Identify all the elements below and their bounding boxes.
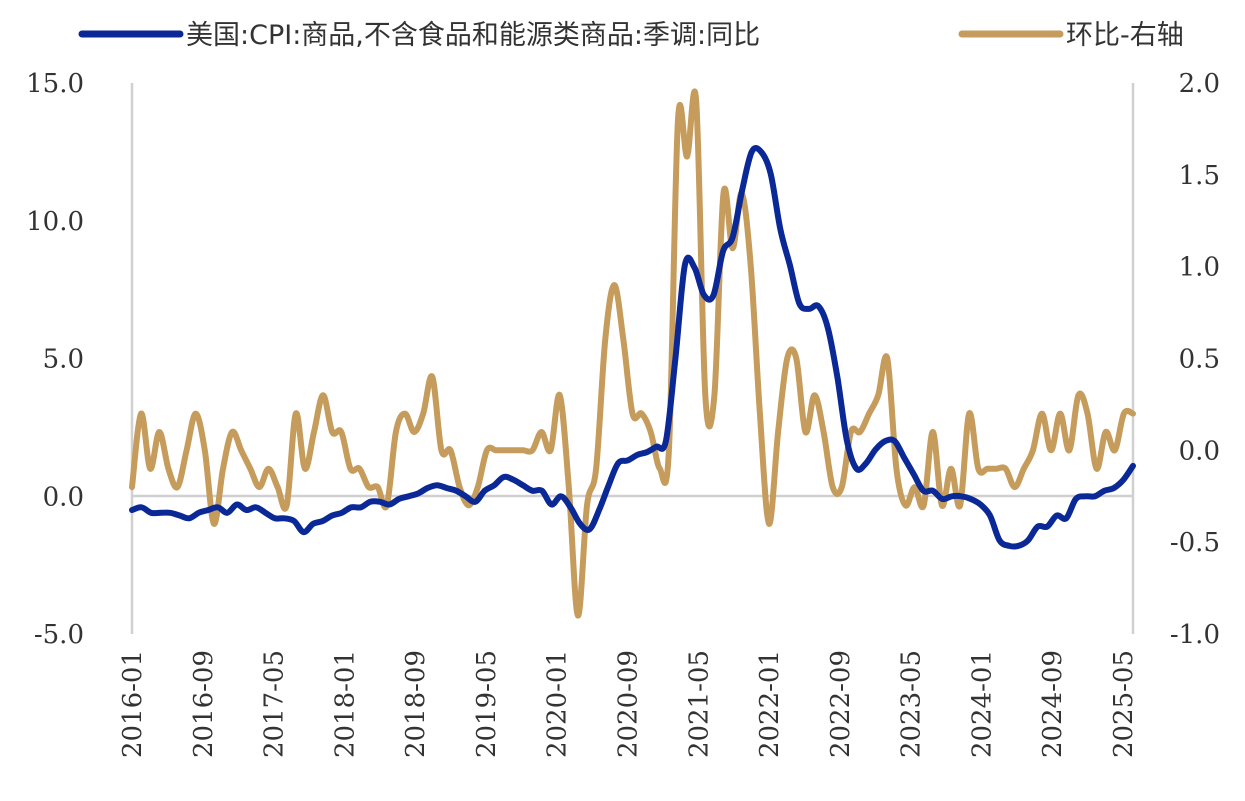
- x-tick-label: 2020-01: [543, 650, 573, 758]
- legend-label-mom: 环比-右轴: [1066, 20, 1184, 51]
- left-tick-label: 0.0: [43, 482, 84, 512]
- right-tick-label: 1.5: [1179, 161, 1220, 191]
- x-tick-label: 2018-01: [330, 650, 360, 758]
- x-tick-label: 2019-05: [472, 650, 502, 758]
- left-axis-ticks: 15.0 10.0 5.0 0.0 -5.0: [26, 69, 84, 650]
- series-line-mom: [129, 88, 1136, 619]
- x-tick-label: 2024-09: [1038, 650, 1068, 758]
- right-axis-ticks: 2.0 1.5 1.0 0.5 0.0 -0.5 -1.0: [1170, 69, 1220, 650]
- right-tick-label: 2.0: [1179, 69, 1220, 99]
- left-tick-label: -5.0: [34, 620, 84, 650]
- x-tick-label: 2018-09: [401, 650, 431, 758]
- right-tick-label: 0.0: [1179, 436, 1220, 466]
- right-tick-label: 1.0: [1179, 253, 1220, 283]
- x-tick-label: 2025-05: [1109, 650, 1139, 758]
- x-axis-ticks: 2016-01 2016-09 2017-05 2018-01 2018-09 2019-…: [118, 650, 1139, 758]
- x-tick-label: 2022-01: [755, 650, 785, 758]
- x-tick-label: 2022-09: [826, 650, 856, 758]
- series-line-yoy: [129, 145, 1136, 550]
- x-tick-label: 2016-09: [189, 650, 219, 758]
- x-tick-label: 2017-05: [260, 650, 290, 758]
- x-tick-label: 2024-01: [967, 650, 997, 758]
- legend: 美国:CPI:商品,不含食品和能源类商品:季调:同比 环比-右轴: [78, 20, 1184, 51]
- left-tick-label: 15.0: [26, 69, 84, 99]
- right-tick-label: -0.5: [1170, 528, 1220, 558]
- right-tick-label: 0.5: [1179, 345, 1220, 375]
- x-tick-label: 2023-05: [897, 650, 927, 758]
- legend-label-yoy: 美国:CPI:商品,不含食品和能源类商品:季调:同比: [186, 20, 760, 51]
- right-tick-label: -1.0: [1170, 620, 1220, 650]
- x-tick-label: 2020-09: [614, 650, 644, 758]
- series-layer: [129, 88, 1136, 619]
- left-tick-label: 10.0: [26, 207, 84, 237]
- left-tick-label: 5.0: [43, 345, 84, 375]
- x-tick-label: 2021-05: [684, 650, 714, 758]
- x-tick-label: 2016-01: [118, 650, 148, 758]
